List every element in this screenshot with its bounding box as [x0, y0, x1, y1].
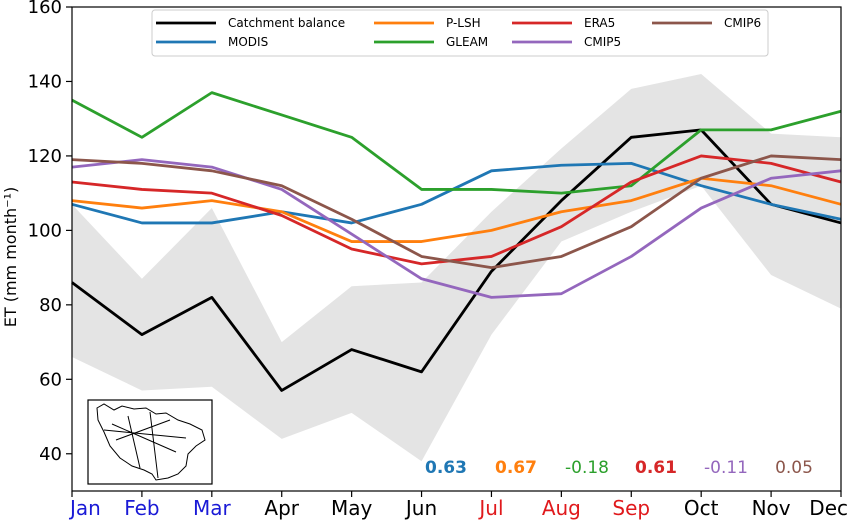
- y-tick-label: 160: [28, 0, 62, 18]
- x-tick-label: Feb: [124, 496, 159, 520]
- correlation-value: 0.05: [775, 458, 813, 478]
- series-lines: [71, 91, 842, 392]
- series-line-era5: [71, 154, 842, 266]
- x-tick-label: Dec: [809, 496, 848, 520]
- correlation-value: 0.61: [635, 458, 677, 478]
- series-line-cmip6: [71, 154, 842, 270]
- x-tick-label: Mar: [193, 496, 232, 520]
- axes: 40 60 80 100 120 140 160 Jan Feb Mar Apr May Jun Jul A…: [28, 0, 848, 520]
- legend: Catchment balance P-LSH ERA5 CMIP6 MODIS GLEA…: [151, 9, 769, 57]
- legend-label: Catchment balance: [228, 16, 345, 30]
- x-tick-label: Aug: [542, 496, 581, 520]
- correlation-values: 0.63 0.67 -0.18 0.61 -0.11 0.05: [425, 458, 813, 478]
- inset-map: [87, 399, 213, 485]
- legend-label: CMIP5: [584, 35, 621, 49]
- legend-label: P-LSH: [446, 16, 481, 30]
- series-line-modis: [71, 161, 842, 225]
- series-line-cmip5: [71, 158, 842, 299]
- x-tick-label: Sep: [612, 496, 650, 520]
- correlation-value: -0.18: [565, 458, 609, 478]
- y-tick-label: 40: [39, 444, 62, 465]
- correlation-value: -0.11: [704, 458, 748, 478]
- correlation-value: 0.67: [495, 458, 537, 478]
- y-tick-label: 120: [28, 146, 62, 167]
- series-line-gleam: [71, 91, 842, 195]
- x-tick-label: Nov: [752, 496, 791, 520]
- plot-frame: [71, 6, 842, 492]
- legend-label: ERA5: [584, 16, 615, 30]
- legend-label: GLEAM: [446, 35, 488, 49]
- x-tick-label: May: [331, 496, 373, 520]
- series-line-p-lsh: [71, 176, 842, 243]
- y-tick-label: 80: [39, 295, 62, 316]
- y-axis-label: ET (mm month⁻¹): [1, 187, 20, 328]
- x-tick-label: Apr: [264, 496, 299, 520]
- legend-box: [151, 9, 769, 57]
- legend-label: MODIS: [228, 35, 268, 49]
- correlation-value: 0.63: [425, 458, 467, 478]
- y-tick-label: 140: [28, 71, 62, 92]
- x-tick-label: Jun: [404, 496, 437, 520]
- y-tick-label: 100: [28, 220, 62, 241]
- x-tick-label: Oct: [684, 496, 719, 520]
- x-tick-label: Jan: [68, 496, 101, 520]
- legend-label: CMIP6: [724, 16, 761, 30]
- x-tick-label: Jul: [477, 496, 503, 520]
- series-line-catchment-balance: [71, 128, 842, 392]
- south-america-map-icon: [96, 403, 206, 481]
- y-tick-label: 60: [39, 369, 62, 390]
